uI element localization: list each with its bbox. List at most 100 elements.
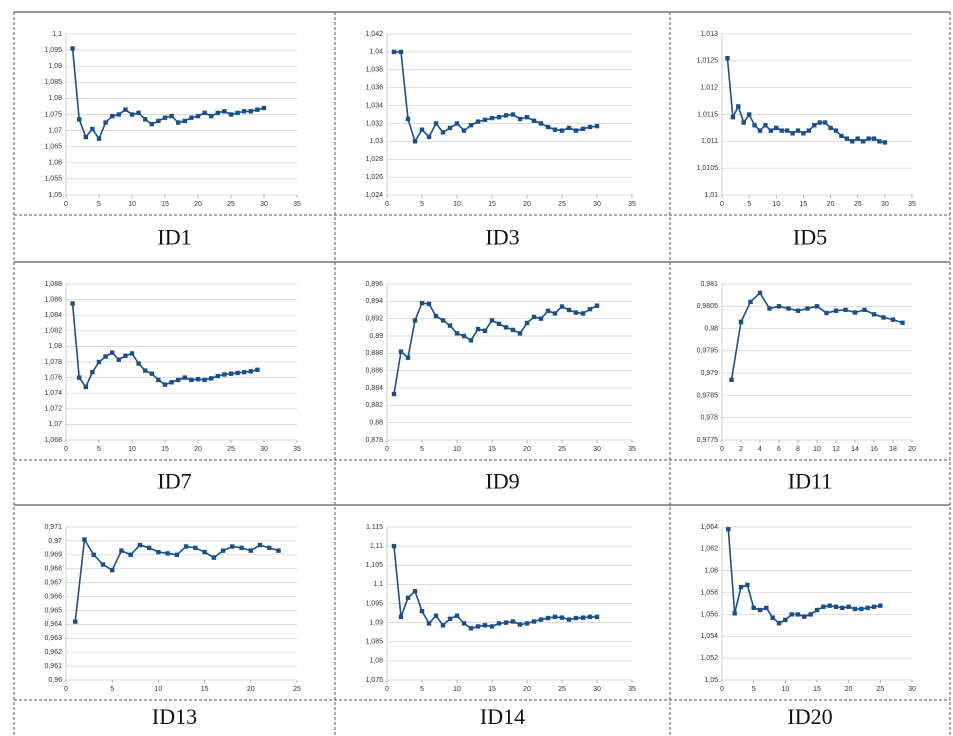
data-point — [552, 614, 558, 620]
data-point — [162, 115, 168, 120]
data-point — [215, 110, 220, 116]
x-tick-label: 5 — [97, 446, 101, 453]
data-point — [839, 133, 844, 139]
data-point — [156, 377, 161, 383]
y-tick-label: 0,89 — [369, 333, 383, 340]
data-point — [850, 139, 855, 144]
x-tick-label: 0 — [385, 446, 389, 453]
y-tick-label: 0,97 — [48, 538, 62, 545]
y-tick-label: 1,078 — [44, 359, 62, 366]
x-tick-label: 5 — [420, 686, 424, 693]
data-point — [230, 544, 235, 549]
data-point — [239, 545, 244, 551]
data-point — [248, 109, 253, 114]
data-point — [119, 548, 124, 553]
x-tick-label: 5 — [97, 201, 101, 208]
x-tick-label: 35 — [628, 201, 636, 208]
data-point — [881, 315, 886, 320]
y-tick-label: 1,011 — [701, 138, 718, 145]
data-point — [587, 306, 593, 312]
y-tick-label: 1,028 — [365, 156, 383, 163]
x-tick-label: 25 — [558, 201, 566, 208]
data-line — [74, 537, 279, 622]
caption: ID7 — [157, 469, 191, 494]
data-point — [730, 114, 736, 120]
data-point — [821, 604, 826, 609]
data-point — [195, 113, 201, 119]
x-tick-label: 25 — [854, 201, 862, 208]
data-point — [103, 120, 108, 125]
data-point — [751, 605, 756, 611]
data-point — [496, 621, 502, 626]
x-tick-label: 10 — [453, 446, 461, 453]
data-point — [573, 128, 579, 133]
data-point — [235, 110, 240, 116]
x-tick-label: 10 — [772, 201, 780, 208]
data-point — [764, 605, 769, 611]
data-point — [182, 375, 187, 380]
data-point — [882, 140, 888, 145]
data-point — [594, 123, 600, 129]
data-point — [828, 125, 833, 131]
data-point — [871, 312, 877, 317]
y-tick-label: 1,1 — [52, 31, 62, 38]
y-tick-label: 1,086 — [44, 296, 62, 303]
data-point — [814, 304, 820, 309]
data-point — [433, 121, 439, 126]
data-point — [510, 112, 516, 117]
data-point — [136, 361, 141, 366]
x-tick-label: 0 — [64, 201, 68, 208]
data-point — [559, 615, 565, 620]
y-tick-label: 0,963 — [44, 635, 62, 642]
data-point — [524, 621, 530, 626]
data-line — [393, 302, 598, 395]
y-tick-label: 0,882 — [365, 402, 383, 409]
data-point — [255, 367, 260, 372]
y-tick-label: 1,0105 — [697, 165, 719, 172]
x-tick-label: 15 — [488, 446, 496, 453]
x-tick-label: 5 — [420, 446, 424, 453]
y-tick-label: 0,9785 — [697, 392, 719, 399]
x-tick-label: 18 — [889, 446, 897, 453]
data-point — [745, 582, 750, 588]
x-tick-label: 10 — [813, 446, 821, 453]
y-tick-label: 0,9775 — [697, 437, 719, 444]
x-tick-label: 30 — [260, 201, 268, 208]
y-tick-label: 1,07 — [48, 127, 62, 134]
data-point — [729, 377, 734, 383]
x-tick-label: 20 — [247, 686, 255, 693]
x-tick-label: 35 — [293, 446, 301, 453]
data-point — [454, 121, 460, 126]
data-point — [461, 621, 467, 626]
data-point — [871, 604, 877, 609]
data-point — [594, 303, 600, 308]
y-tick-label: 0,9805 — [697, 303, 719, 310]
x-tick-label: 10 — [781, 686, 789, 693]
data-point — [871, 136, 877, 141]
data-point — [405, 355, 411, 360]
y-tick-label: 1,034 — [365, 102, 383, 109]
data-point — [866, 136, 871, 141]
data-point — [110, 567, 115, 573]
caption: ID14 — [480, 704, 525, 729]
data-point — [242, 369, 247, 375]
y-tick-label: 1,115 — [366, 524, 383, 531]
data-point — [545, 308, 551, 314]
data-point — [123, 107, 128, 112]
y-tick-label: 0,962 — [44, 649, 62, 656]
x-tick-label: 0 — [385, 201, 389, 208]
x-tick-label: 5 — [752, 686, 756, 693]
data-point — [257, 542, 263, 548]
y-tick-label: 1,084 — [44, 312, 62, 319]
data-point — [189, 377, 194, 383]
y-tick-label: 1,095 — [44, 47, 62, 54]
x-tick-label: 0 — [720, 201, 724, 208]
data-line — [726, 58, 886, 144]
data-point — [852, 310, 858, 315]
data-point — [503, 325, 509, 330]
data-point — [202, 377, 207, 383]
data-point — [833, 604, 839, 609]
data-point — [129, 351, 135, 356]
data-point — [489, 115, 495, 121]
data-point — [156, 549, 161, 555]
